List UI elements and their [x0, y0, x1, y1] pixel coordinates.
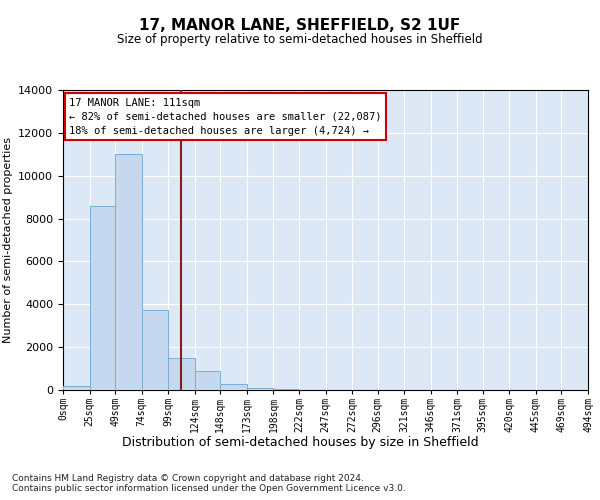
Bar	[89, 206, 115, 390]
Y-axis label: Number of semi-detached properties: Number of semi-detached properties	[2, 137, 13, 343]
Bar	[63, 386, 89, 390]
Bar	[195, 370, 220, 390]
Bar	[274, 389, 299, 390]
Bar	[247, 388, 274, 390]
Text: Contains public sector information licensed under the Open Government Licence v3: Contains public sector information licen…	[12, 484, 406, 493]
Text: Contains HM Land Registry data © Crown copyright and database right 2024.: Contains HM Land Registry data © Crown c…	[12, 474, 364, 483]
Bar	[115, 154, 142, 390]
Bar	[142, 310, 168, 390]
Text: 17 MANOR LANE: 111sqm
← 82% of semi-detached houses are smaller (22,087)
18% of : 17 MANOR LANE: 111sqm ← 82% of semi-deta…	[70, 98, 382, 136]
Bar	[168, 358, 195, 390]
Text: Size of property relative to semi-detached houses in Sheffield: Size of property relative to semi-detach…	[117, 32, 483, 46]
Text: 17, MANOR LANE, SHEFFIELD, S2 1UF: 17, MANOR LANE, SHEFFIELD, S2 1UF	[139, 18, 461, 32]
Bar	[220, 384, 247, 390]
Text: Distribution of semi-detached houses by size in Sheffield: Distribution of semi-detached houses by …	[122, 436, 478, 449]
